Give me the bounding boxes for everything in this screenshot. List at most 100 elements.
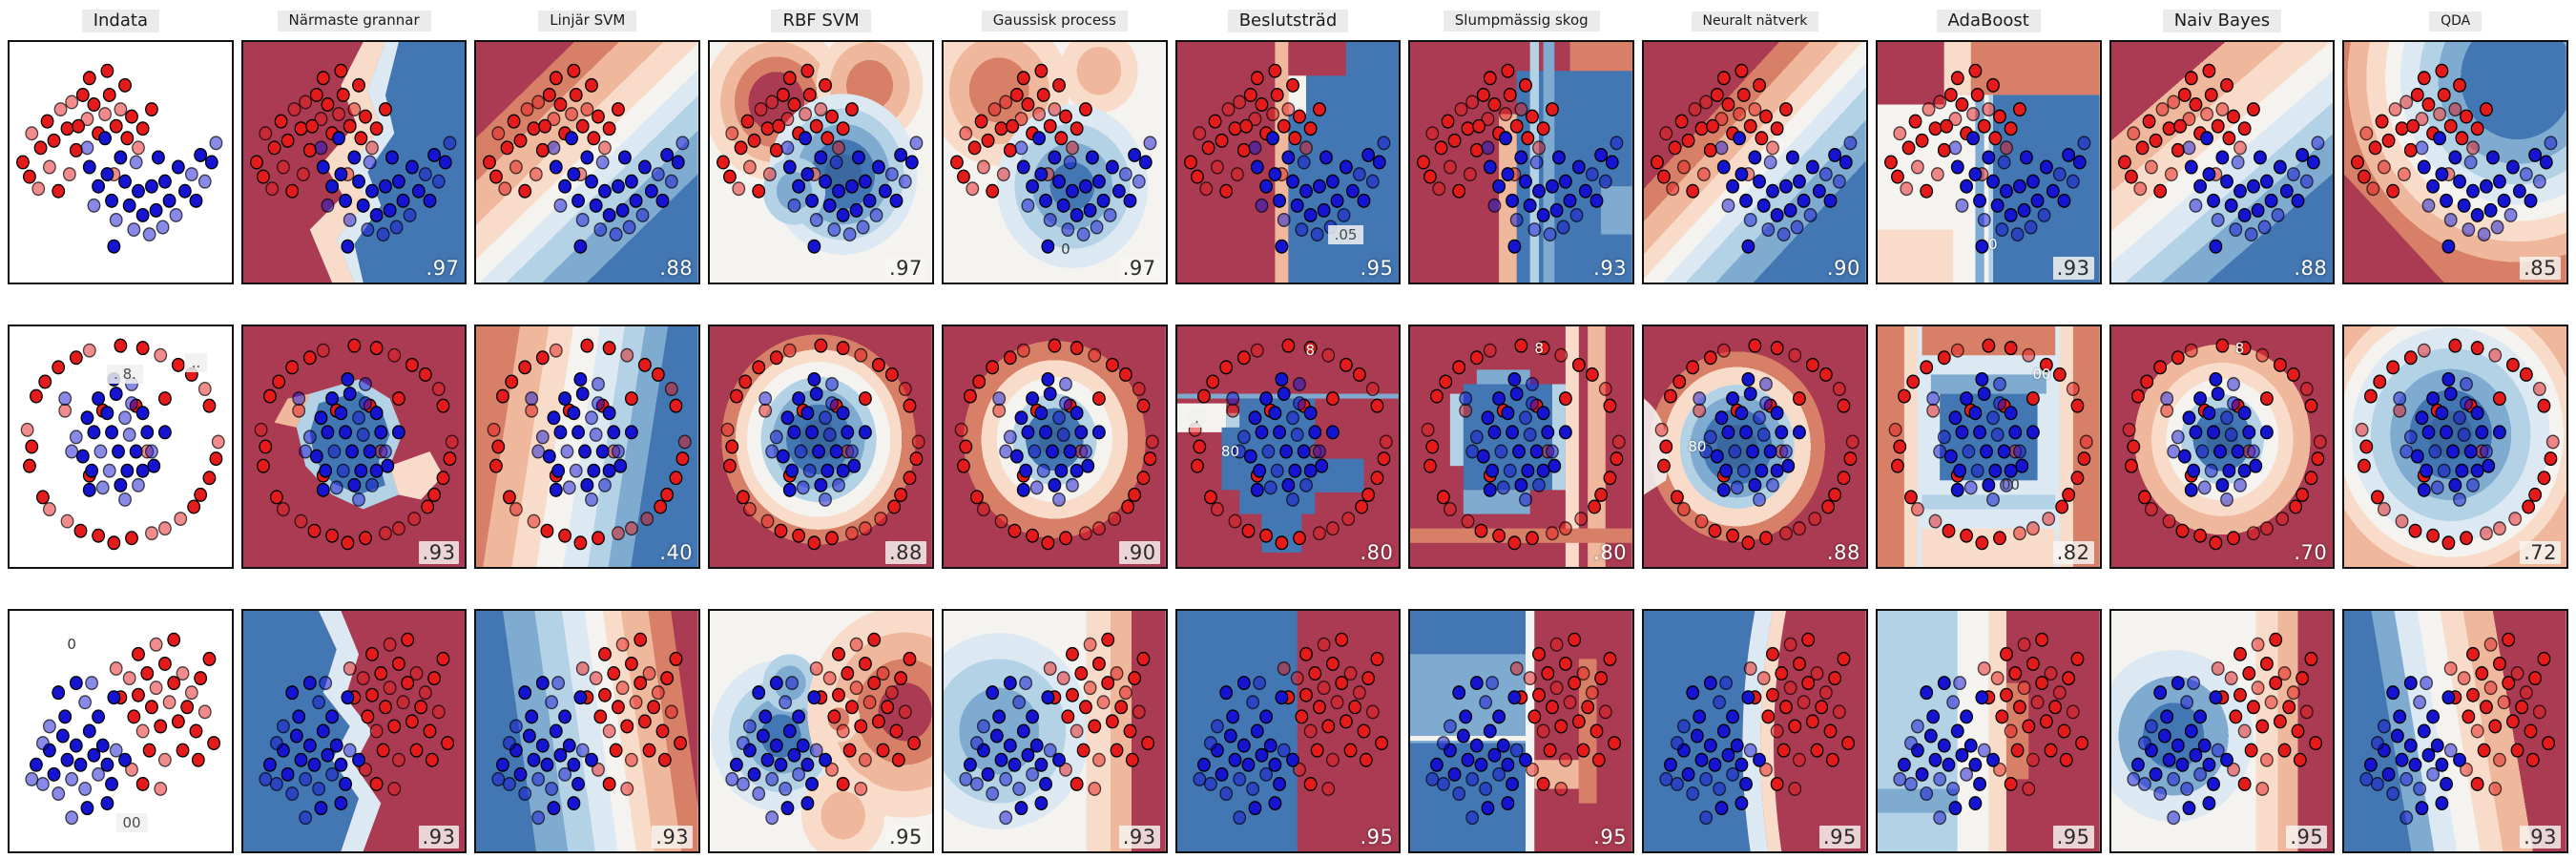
red-data-point: [1298, 646, 1313, 661]
blue-data-point: [2264, 193, 2278, 208]
blue-data-point: [638, 159, 653, 175]
blue-data-point: [2441, 239, 2456, 254]
blue-data-point: [1759, 376, 1774, 391]
blue-data-point: [2152, 786, 2167, 802]
red-data-point: [825, 109, 840, 124]
blue-data-point: [60, 752, 74, 767]
red-data-point: [1325, 656, 1340, 671]
red-data-point: [553, 97, 568, 113]
red-data-point: [2433, 107, 2447, 122]
blue-data-point: [289, 728, 303, 744]
red-data-point: [1546, 700, 1560, 715]
red-data-point: [772, 118, 786, 134]
blue-data-point: [1043, 212, 1057, 227]
red-data-point: [256, 458, 270, 473]
blue-data-point: [204, 155, 218, 170]
red-data-point: [378, 102, 392, 117]
red-data-point: [1550, 681, 1564, 696]
red-data-point: [2493, 656, 2507, 671]
blue-data-point: [1061, 222, 1075, 238]
red-data-point: [2304, 471, 2317, 486]
red-data-point: [2364, 388, 2379, 404]
red-data-point: [374, 666, 387, 681]
blue-data-point: [341, 239, 355, 254]
red-data-point: [496, 388, 510, 404]
red-data-point: [2526, 752, 2541, 767]
blue-data-point: [2004, 207, 2018, 222]
red-data-point: [536, 142, 551, 157]
red-data-point: [1716, 71, 1731, 86]
red-data-point: [369, 341, 384, 356]
blue-data-point: [2291, 193, 2304, 208]
blue-data-point: [819, 492, 833, 507]
red-data-point: [956, 458, 970, 473]
blue-data-point: [1514, 477, 1528, 492]
red-data-point: [836, 121, 850, 136]
blue-data-point: [536, 738, 551, 753]
red-data-point: [612, 102, 626, 117]
red-data-point: [1132, 704, 1146, 720]
blue-data-point: [1034, 757, 1049, 772]
red-data-point: [2246, 700, 2260, 715]
blue-data-point: [1897, 757, 1911, 772]
decision-surface-plot: [943, 42, 1166, 283]
column-title-rbf-svm: RBF SVM: [708, 9, 934, 33]
blue-data-point: [2251, 202, 2265, 218]
red-data-point: [1295, 709, 1308, 724]
blue-data-point: [1770, 463, 1784, 478]
red-data-point: [1481, 112, 1495, 127]
red-data-point: [1681, 133, 1695, 148]
blue-data-point: [381, 458, 394, 473]
red-data-point: [1277, 660, 1291, 676]
red-data-point: [1748, 102, 1762, 117]
red-data-point: [885, 367, 899, 382]
blue-data-point: [1245, 695, 1259, 710]
blue-data-point: [2192, 766, 2207, 782]
blue-data-point: [550, 159, 564, 175]
decision-surface-plot: [1176, 326, 1400, 567]
column-title-neural-net: Neuralt nätverk: [1642, 10, 1868, 31]
red-data-point: [1801, 632, 1816, 647]
blue-data-point: [1245, 781, 1259, 796]
blue-data-point: [2226, 376, 2240, 391]
blue-data-point: [1470, 676, 1485, 691]
panel-moons-tree: .95.05: [1174, 40, 1402, 284]
blue-data-point: [1726, 709, 1740, 724]
blue-data-point: [1519, 410, 1533, 426]
red-data-point: [2542, 736, 2556, 751]
blue-data-point: [2189, 747, 2202, 763]
red-data-point: [498, 181, 512, 197]
red-data-point: [358, 109, 372, 124]
red-data-point: [1843, 451, 1858, 467]
red-data-point: [100, 63, 114, 78]
blue-data-point: [807, 690, 821, 705]
blue-data-point: [2166, 810, 2180, 826]
red-data-point: [959, 439, 973, 454]
red-data-point: [1818, 367, 1833, 382]
blue-data-point: [2219, 174, 2233, 189]
blue-data-point: [959, 771, 973, 786]
panel-moons-ada: .93 0: [1875, 40, 2102, 284]
stray-text-artifact: 8: [1534, 339, 1545, 357]
red-data-point: [1340, 512, 1355, 527]
red-data-point: [966, 181, 980, 197]
red-data-point: [1255, 97, 1268, 113]
blue-data-point: [787, 198, 801, 213]
column-title-indata: Indata: [8, 9, 234, 33]
blue-data-point: [2415, 140, 2429, 156]
blue-data-point: [553, 198, 568, 213]
accuracy-score-label: .88: [1826, 541, 1860, 564]
red-data-point: [2233, 140, 2247, 156]
blue-data-point: [1594, 147, 1609, 162]
blue-data-point: [1557, 220, 1570, 235]
red-data-point: [822, 671, 837, 686]
blue-data-point: [1736, 463, 1751, 478]
blue-data-point: [2286, 167, 2300, 182]
red-data-point: [2184, 343, 2198, 358]
blue-data-point: [1735, 757, 1749, 772]
blue-data-point: [2448, 150, 2462, 165]
red-data-point: [1096, 695, 1111, 710]
red-data-point: [1250, 71, 1264, 86]
red-data-point: [2074, 736, 2088, 751]
red-data-point: [1114, 700, 1129, 715]
